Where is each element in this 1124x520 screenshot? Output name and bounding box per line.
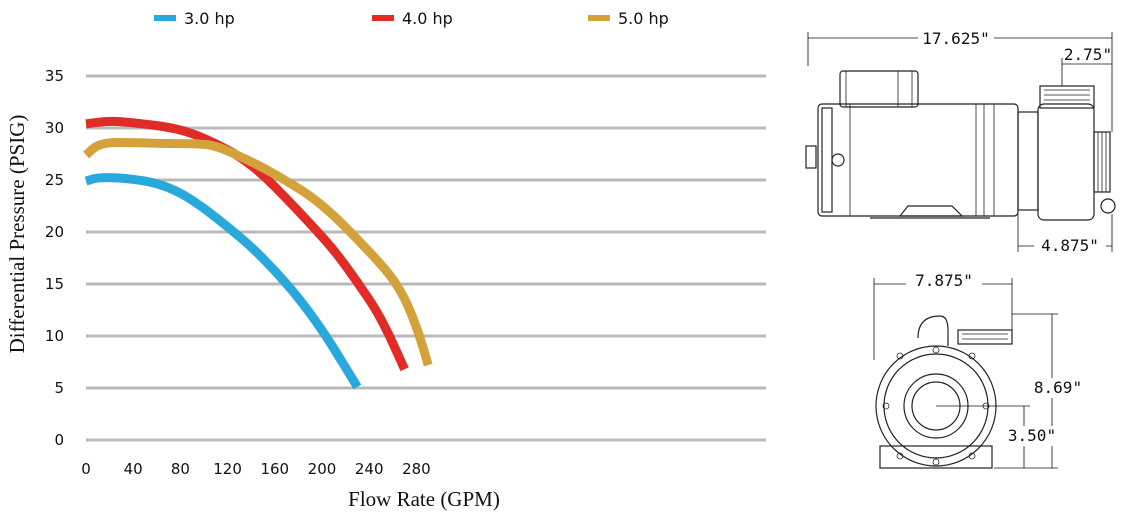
x-tick-label: 120: [213, 460, 242, 478]
y-tick-label: 25: [45, 171, 64, 189]
y-axis-title: Differential Pressure (PSIG): [5, 115, 29, 354]
pump-side-view-diagram: 17.625" 2.75" 4.875": [805, 29, 1116, 255]
dim-front-width: 7.875": [915, 271, 973, 290]
x-tick-label: 280: [402, 460, 431, 478]
y-tick-label: 0: [54, 431, 64, 449]
y-tick-label: 35: [45, 67, 64, 85]
x-axis-title: Flow Rate (GPM): [348, 487, 500, 511]
series-line-5-0-hp-hp: [83, 138, 433, 367]
pump-front-view-diagram: 7.875" 8.69" 3.50": [873, 271, 1086, 469]
x-tick-label: 40: [124, 460, 143, 478]
y-tick-labels: 0 5 10 15 20 25 30 35: [45, 67, 64, 449]
x-tick-label: 200: [308, 460, 337, 478]
legend-label: 5.0 hp: [618, 9, 669, 28]
y-tick-label: 15: [45, 275, 64, 293]
x-tick-labels: 0 40 80 120 160 200 240 280: [81, 460, 430, 478]
x-tick-label: 80: [171, 460, 190, 478]
y-tick-label: 10: [45, 327, 64, 345]
legend-label: 4.0 hp: [402, 9, 453, 28]
legend-label: 3.0 hp: [184, 9, 235, 28]
series-line-3-0-hp-hp: [84, 173, 362, 390]
y-tick-label: 30: [45, 119, 64, 137]
dim-center-height: 3.50": [1008, 426, 1056, 445]
y-tick-label: 20: [45, 223, 64, 241]
dim-port-length: 2.75": [1064, 45, 1112, 64]
x-tick-label: 160: [260, 460, 289, 478]
dim-front-height: 8.69": [1034, 378, 1082, 397]
grid-lines: [86, 74, 766, 442]
x-tick-label: 240: [355, 460, 384, 478]
pump-curves: [83, 116, 433, 390]
y-tick-label: 5: [54, 379, 64, 397]
dim-base-to-port: 4.875": [1041, 236, 1099, 255]
legend: 3.0 hp 4.0 hp 5.0 hp: [154, 9, 669, 28]
x-tick-label: 0: [81, 460, 91, 478]
dim-overall-length: 17.625": [922, 29, 989, 48]
